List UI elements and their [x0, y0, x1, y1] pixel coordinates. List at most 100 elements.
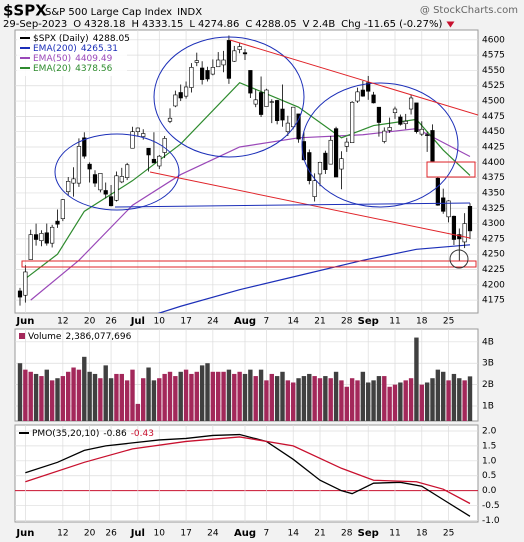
x-tick-label: 12	[57, 317, 68, 327]
quote-value: 2.4B	[313, 19, 336, 30]
candle-body	[55, 220, 60, 225]
volume-bar	[403, 380, 408, 421]
volume-bar	[66, 371, 71, 421]
candle-body	[92, 174, 98, 184]
y-tick-label: 4375	[482, 173, 505, 183]
panel-title: PMO(35,20,10) -0.86 -0.43	[32, 429, 154, 439]
candle-body	[317, 162, 323, 175]
x-tick-label: Jun	[15, 316, 34, 327]
quote-label: L	[189, 19, 195, 30]
description-text: S&P 500 Large Cap Index	[45, 7, 172, 18]
volume-bar	[323, 376, 328, 421]
quote-value: -11.65 (-0.27%)	[364, 19, 443, 30]
volume-bar	[307, 373, 312, 421]
candle-body	[269, 101, 274, 103]
candle-body	[210, 67, 215, 75]
candle-body	[151, 158, 157, 164]
x-tick-label: 7	[264, 529, 270, 539]
candle-body	[39, 233, 44, 242]
panel-title-value: 2,386,077,696	[65, 332, 131, 342]
volume-bar	[98, 378, 103, 421]
candle-body	[451, 215, 457, 240]
volume-bar	[387, 386, 392, 421]
candle-body	[280, 108, 285, 121]
volume-bar	[280, 371, 285, 421]
ema-line	[30, 128, 471, 301]
candle-body	[344, 141, 349, 147]
candle-body	[382, 130, 387, 142]
volume-bar	[226, 369, 232, 421]
candle-body	[108, 196, 114, 207]
legend-name: EMA(50)	[33, 54, 71, 64]
candle-body	[446, 200, 451, 218]
y-tick-label: 4600	[482, 35, 505, 45]
candle-body	[66, 181, 71, 193]
candle-body	[253, 99, 258, 105]
candle-body	[50, 226, 55, 244]
x-tick-label: Jul	[130, 316, 145, 327]
price-marks	[17, 35, 473, 313]
y-tick-label: 3B	[482, 359, 494, 369]
y-tick-label: 4475	[482, 112, 505, 122]
volume-bar	[39, 376, 44, 421]
support-zone	[21, 260, 477, 268]
candle-body	[462, 223, 467, 243]
candle-body	[146, 147, 151, 156]
volume-bar	[339, 380, 344, 421]
x-tick-label: 26	[105, 317, 117, 327]
x-tick-label: 20	[84, 529, 96, 539]
x-tick-label: 24	[207, 317, 219, 327]
annotation-ellipse	[153, 36, 305, 158]
pmo-panel	[14, 424, 479, 523]
legend-box	[17, 32, 127, 76]
candle-body	[125, 164, 130, 178]
symbol: $SPX	[3, 2, 47, 20]
x-tick-label: Sep	[358, 316, 379, 327]
x-tick-label: Jun	[15, 528, 34, 539]
x-tick-label: 20	[84, 317, 96, 327]
candle-body	[408, 97, 414, 110]
volume-bar	[355, 380, 360, 421]
volume-bar	[264, 380, 269, 421]
volume-bar	[210, 371, 216, 421]
volume-bar	[44, 369, 49, 421]
legend-value: 4288.05	[93, 34, 130, 44]
x-tick-label: Sep	[358, 528, 379, 539]
volume-bar	[87, 371, 92, 421]
candle-body	[387, 127, 392, 131]
volume-bar	[49, 380, 55, 421]
candle-body	[323, 152, 328, 170]
y-tick-label: 2.0	[482, 426, 497, 436]
x-tick-label: 14	[287, 317, 299, 327]
volume-bar	[408, 378, 414, 421]
candle-body	[350, 101, 355, 144]
volume-bar	[344, 386, 349, 421]
volume-bar	[392, 384, 398, 421]
x-tick-label: 28	[341, 317, 353, 327]
candle-body	[457, 234, 462, 240]
volume-bar	[376, 376, 382, 421]
exchange: INDX	[177, 7, 202, 18]
volume-bar	[451, 373, 457, 421]
y-tick-label: 1.0	[482, 456, 497, 466]
candle-body	[414, 102, 419, 132]
candle-body	[248, 70, 253, 94]
volume-bar	[419, 384, 424, 421]
quote-value: 4274.86	[198, 19, 239, 30]
candle-body	[366, 82, 371, 92]
y-tick-label: 4400	[482, 158, 505, 168]
candle-body	[435, 177, 440, 206]
candle-body	[114, 175, 119, 201]
y-tick-label: 4200	[482, 280, 505, 290]
volume-bar	[360, 371, 366, 421]
candle-body	[130, 131, 135, 149]
candle-body	[162, 138, 167, 153]
candle-body	[98, 173, 103, 191]
x-tick-label: 18	[416, 529, 428, 539]
legend-name: $SPX (Daily)	[33, 34, 89, 44]
candle-body	[275, 100, 280, 121]
volume-bar	[248, 369, 253, 421]
grid-layer	[15, 30, 478, 522]
volume-bar	[253, 376, 258, 421]
candle-body	[333, 128, 339, 178]
